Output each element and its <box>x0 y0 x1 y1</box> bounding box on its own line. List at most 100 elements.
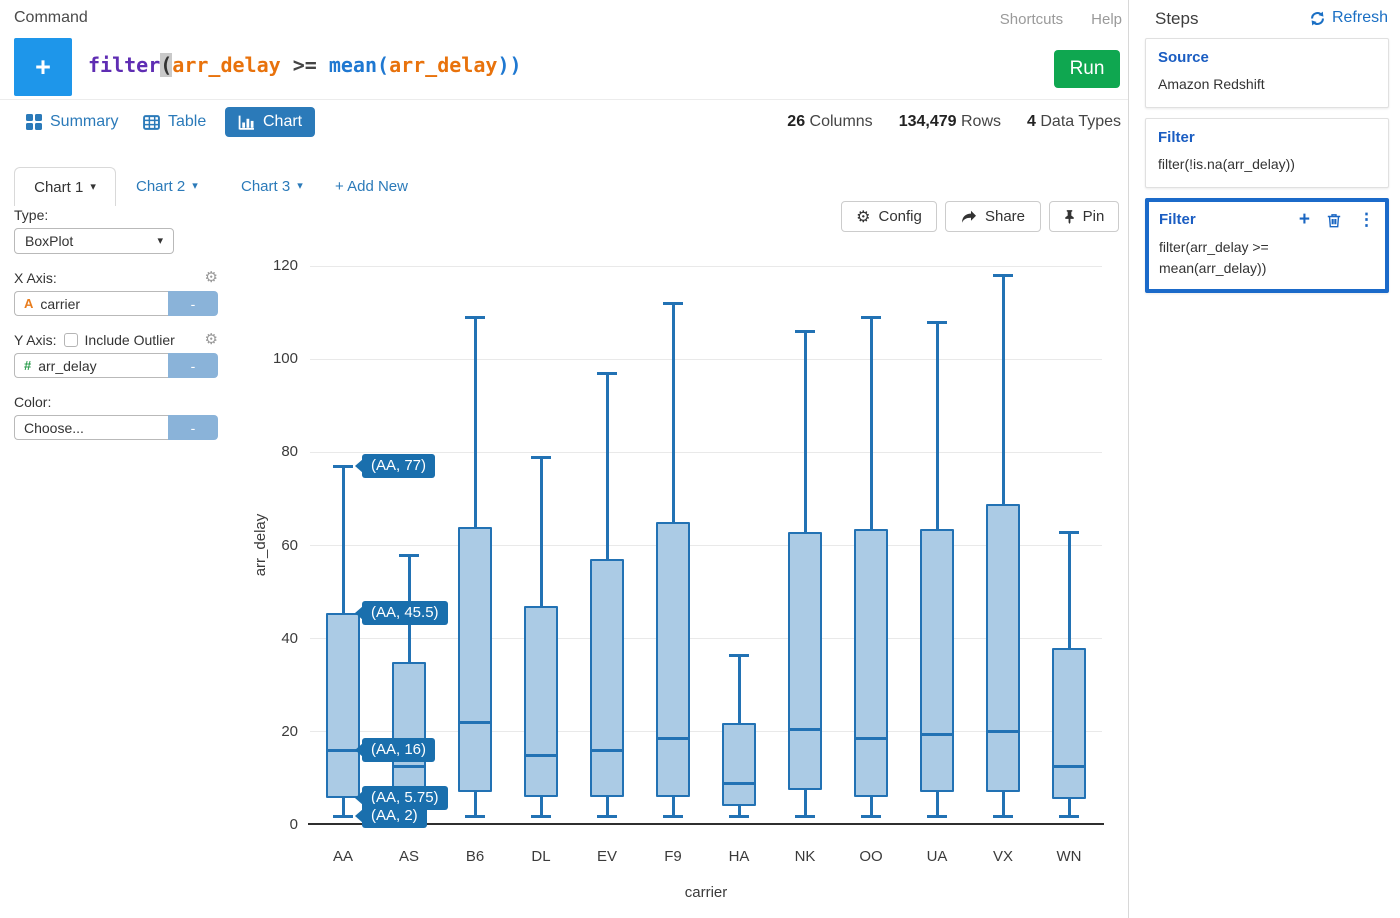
box-DL[interactable] <box>524 606 558 798</box>
tab-table[interactable]: Table <box>143 113 206 131</box>
color-field[interactable]: Choose... <box>14 415 168 440</box>
help-link[interactable]: Help <box>1091 10 1122 28</box>
chart-tooltip: (AA, 16) <box>354 738 436 763</box>
code-token-function: mean <box>328 53 378 77</box>
code-token-field: arr_delay <box>389 53 498 77</box>
box-EV[interactable] <box>590 559 624 798</box>
refresh-button[interactable]: Refresh <box>1310 9 1388 27</box>
share-icon <box>961 210 977 224</box>
share-button-label: Share <box>984 208 1026 225</box>
command-title: Command <box>14 9 88 26</box>
whisker-lower <box>869 797 873 816</box>
x-label-UA: UA <box>926 848 948 865</box>
whisker-lower <box>473 792 477 816</box>
chart-tab-bar: Chart 1 ▾ Chart 2 ▾ Chart 3 ▾ + Add New <box>0 167 1128 206</box>
tab-chart[interactable]: Chart <box>225 107 316 137</box>
add-step-button[interactable]: + <box>14 38 72 96</box>
config-button[interactable]: ⚙ Config <box>841 201 937 232</box>
command-input[interactable]: filter(arr_delay >= mean(arr_delay)) <box>88 53 522 77</box>
x-label-B6: B6 <box>465 848 485 865</box>
step-body: Amazon Redshift <box>1158 76 1265 92</box>
run-button[interactable]: Run <box>1054 50 1120 88</box>
box-NK[interactable] <box>788 531 822 791</box>
color-label: Color: <box>14 394 52 410</box>
box-HA[interactable] <box>722 722 756 807</box>
gridline <box>310 451 1102 453</box>
trash-icon[interactable] <box>1327 212 1341 228</box>
code-token-function: filter <box>88 53 161 77</box>
whisker-lower <box>737 806 741 816</box>
step-source[interactable]: Source Amazon Redshift <box>1145 38 1389 108</box>
gear-icon[interactable]: ⚙ <box>204 331 218 348</box>
kebab-menu-icon[interactable]: ⋮ <box>1358 210 1375 229</box>
code-token-operator: >= <box>280 53 329 77</box>
box-VX[interactable] <box>986 503 1020 793</box>
x-axis-field[interactable]: A carrier <box>14 291 168 316</box>
color-field-row: Choose... - <box>14 415 218 440</box>
whisker-cap-lower <box>531 814 551 818</box>
gridline <box>310 731 1102 733</box>
box-B6[interactable] <box>458 526 492 793</box>
remove-y-axis-button[interactable]: - <box>168 353 218 378</box>
whisker-upper <box>737 654 741 723</box>
box-F9[interactable] <box>656 522 690 798</box>
add-new-chart-button[interactable]: + Add New <box>335 167 408 206</box>
whisker-upper <box>803 331 807 532</box>
gear-icon[interactable]: ⚙ <box>204 269 218 286</box>
y-tick-label: 120 <box>272 257 298 274</box>
remove-x-axis-button[interactable]: - <box>168 291 218 316</box>
include-outlier-label: Include Outlier <box>84 332 175 348</box>
whisker-cap-upper <box>531 455 551 459</box>
whisker-cap-lower <box>993 814 1013 818</box>
tab-chart-2[interactable]: Chart 2 ▾ <box>136 167 198 206</box>
median-UA <box>920 732 954 736</box>
remove-color-button[interactable]: - <box>168 415 218 440</box>
x-axis-line <box>308 823 1104 825</box>
chart-type-value: BoxPlot <box>25 233 74 249</box>
y-axis-field[interactable]: # arr_delay <box>14 353 168 378</box>
gridline <box>310 545 1102 546</box>
step-filter-2-selected[interactable]: Filter + ⋮ filter(arr_delay >= mean(arr_… <box>1145 198 1389 293</box>
whisker-cap-upper <box>927 320 947 324</box>
x-axis-field-value: carrier <box>40 295 81 312</box>
median-F9 <box>656 737 690 741</box>
box-UA[interactable] <box>920 529 954 793</box>
tab-table-label: Table <box>168 113 207 130</box>
box-OO[interactable] <box>854 529 888 798</box>
x-label-AA: AA <box>332 848 353 865</box>
median-OO <box>854 737 888 741</box>
add-step-icon[interactable]: + <box>1298 209 1310 230</box>
whisker-cap-upper <box>465 316 485 320</box>
view-tabs: Summary Table Chart 26 Columns 134,479 R… <box>0 100 1128 150</box>
tab-chart-1[interactable]: Chart 1 ▾ <box>14 167 116 206</box>
median-AA <box>326 748 360 752</box>
pin-button[interactable]: Pin <box>1049 201 1119 232</box>
tab-chart-3[interactable]: Chart 3 ▾ <box>241 167 303 206</box>
whisker-cap-lower <box>861 814 881 818</box>
y-tick-label: 60 <box>281 536 298 554</box>
y-tick-label: 40 <box>281 629 298 647</box>
include-outlier-checkbox[interactable] <box>63 333 78 347</box>
shortcuts-link[interactable]: Shortcuts <box>999 10 1064 28</box>
x-axis-label: X Axis: ⚙ <box>14 269 218 286</box>
median-EV <box>590 748 624 752</box>
boxplot-chart: arr_delay carrier 0 20 40 60 80 100 120 AA AS B6 D… <box>252 257 1104 901</box>
whisker-cap-upper <box>333 465 353 469</box>
whisker-upper <box>671 303 675 523</box>
chevron-down-icon: ▾ <box>90 180 96 193</box>
whisker-cap-upper <box>1059 530 1079 534</box>
x-label-WN: WN <box>1056 848 1082 865</box>
tab-summary[interactable]: Summary <box>26 113 118 131</box>
step-filter-1[interactable]: Filter filter(!is.na(arr_delay)) <box>1145 118 1389 188</box>
code-cursor: ( <box>160 53 173 77</box>
whisker-cap-lower <box>663 814 683 818</box>
box-AA[interactable] <box>326 613 360 799</box>
box-WN[interactable] <box>1052 647 1086 800</box>
y-axis-field-value: arr_delay <box>38 357 97 374</box>
chart-tooltip: (AA, 5.75) <box>355 786 448 811</box>
share-button[interactable]: Share <box>945 201 1041 232</box>
y-axis-label-row: Y Axis: Include Outlier ⚙ <box>14 331 230 348</box>
config-button-label: Config <box>878 208 922 225</box>
box-AS[interactable] <box>392 661 426 788</box>
chart-type-select[interactable]: BoxPlot ▾ <box>14 228 174 254</box>
